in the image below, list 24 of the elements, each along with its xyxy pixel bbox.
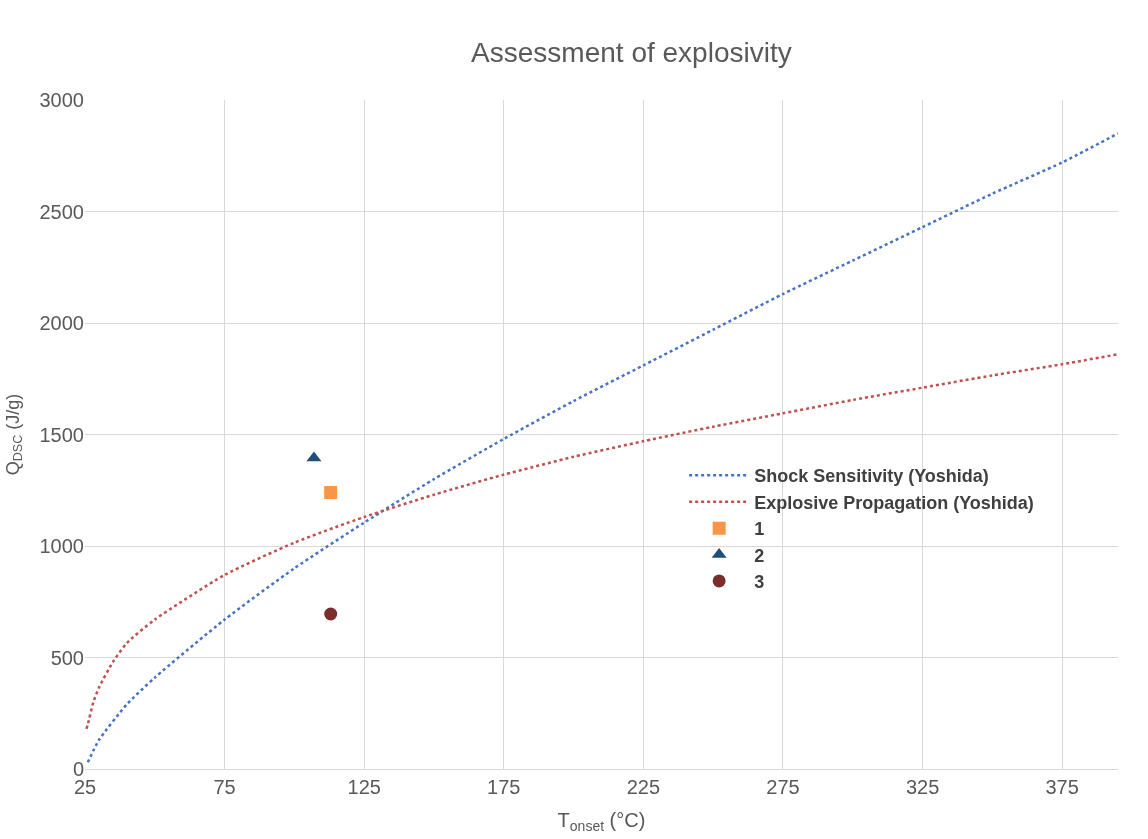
legend-label: Shock Sensitivity (Yoshida) [754, 466, 989, 487]
y-tick-label: 1000 [39, 535, 84, 557]
line-series [85, 352, 1118, 731]
chart-title: Assessment of explosivity [471, 36, 792, 68]
y-tick-label: 2500 [39, 200, 84, 223]
x-tick-label: 325 [905, 776, 940, 798]
y-tick-label: 1500 [39, 423, 84, 446]
legend-label: Explosive Propagation (Yoshida) [754, 492, 1034, 513]
y-tick-label: 500 [50, 646, 84, 669]
point [324, 607, 338, 621]
y-tick-label: 2000 [39, 312, 84, 334]
legend-label: 1 [754, 519, 765, 540]
legend-label: 3 [754, 571, 765, 592]
x-tick-label: 125 [347, 776, 381, 798]
y-tick-label: 3000 [39, 89, 84, 111]
x-axis-title: T$_{onset}$ (°C) [557, 808, 646, 834]
x-tick-label: 175 [487, 776, 521, 798]
point [324, 485, 338, 499]
x-tick-label: 275 [766, 776, 800, 798]
x-tick-label: 375 [1045, 776, 1079, 798]
x-tick-label: 75 [213, 776, 236, 798]
x-tick-label: 225 [626, 776, 661, 798]
legend-label: 2 [754, 545, 765, 566]
line-series [86, 132, 1118, 764]
